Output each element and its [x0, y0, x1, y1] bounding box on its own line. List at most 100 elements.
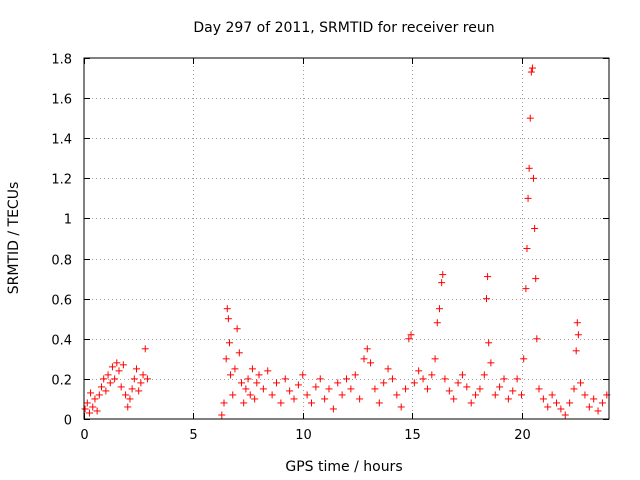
data-point — [351, 371, 359, 379]
data-point — [407, 331, 415, 339]
data-point — [598, 399, 606, 407]
data-point — [557, 405, 565, 413]
data-point — [367, 359, 375, 367]
data-point — [423, 385, 431, 393]
data-point — [235, 349, 243, 357]
data-point — [338, 391, 346, 399]
data-point — [419, 375, 427, 383]
data-point — [553, 399, 560, 407]
plot-frame — [83, 57, 610, 420]
data-point — [220, 399, 228, 407]
data-point — [253, 379, 261, 387]
data-point — [467, 399, 475, 407]
data-point — [316, 375, 324, 383]
data-point — [268, 391, 276, 399]
data-point — [472, 391, 480, 399]
data-point — [539, 395, 547, 403]
data-point — [223, 305, 231, 313]
data-point — [356, 395, 364, 403]
data-point — [115, 367, 123, 375]
data-point — [566, 399, 574, 407]
data-point — [343, 375, 350, 383]
data-point — [290, 395, 298, 403]
data-point — [126, 395, 134, 403]
data-point — [380, 379, 388, 387]
data-point — [496, 383, 504, 391]
data-point — [520, 355, 528, 363]
data-point — [439, 271, 447, 279]
x-tick-label: 15 — [404, 428, 421, 443]
data-point — [264, 367, 272, 375]
data-point — [229, 391, 237, 399]
y-tick-label: 0.8 — [51, 254, 72, 269]
data-point — [104, 371, 112, 379]
data-point — [393, 391, 401, 399]
data-point — [458, 371, 466, 379]
data-point — [524, 194, 532, 202]
data-point — [218, 411, 226, 419]
data-point — [371, 385, 379, 393]
data-point — [487, 359, 495, 367]
x-tick-label: 10 — [295, 428, 312, 443]
data-point — [527, 68, 535, 76]
data-point — [286, 387, 294, 395]
y-tick-label: 0.4 — [51, 334, 72, 349]
data-point — [85, 409, 93, 417]
data-point — [528, 64, 536, 72]
data-point — [561, 411, 569, 419]
data-point — [224, 315, 232, 323]
data-point — [225, 339, 233, 347]
y-tick-label: 1 — [64, 213, 72, 228]
data-point — [122, 391, 130, 399]
data-point — [108, 363, 116, 371]
data-point — [106, 379, 114, 387]
y-tick-label: 1.2 — [51, 173, 72, 188]
data-point — [594, 407, 602, 415]
data-point — [113, 359, 121, 367]
data-point — [139, 371, 147, 379]
data-point — [491, 391, 499, 399]
data-point — [227, 371, 235, 379]
data-point — [523, 245, 531, 253]
data-point — [143, 375, 151, 383]
data-point — [222, 355, 230, 363]
data-point — [233, 325, 241, 333]
data-point — [513, 375, 521, 383]
data-point — [530, 174, 538, 182]
data-point — [484, 273, 492, 281]
data-point — [445, 387, 453, 395]
data-point — [124, 403, 132, 411]
data-point — [574, 331, 582, 339]
data-point — [240, 399, 248, 407]
data-point — [454, 379, 462, 387]
data-point — [93, 407, 101, 415]
data-point — [581, 391, 589, 399]
data-point — [244, 375, 252, 383]
data-point — [360, 355, 368, 363]
data-point — [238, 379, 245, 387]
data-point — [402, 385, 410, 393]
data-point — [242, 385, 250, 393]
grid-lines — [84, 58, 609, 419]
data-point — [329, 405, 337, 413]
data-point — [117, 383, 125, 391]
data-point — [363, 345, 371, 353]
y-axis-label: SRMTID / TECUs — [6, 182, 22, 295]
y-tick-label: 1.6 — [51, 93, 72, 108]
data-point — [450, 395, 458, 403]
data-point — [518, 391, 525, 399]
data-points — [81, 64, 611, 419]
data-point — [303, 391, 311, 399]
data-point — [231, 365, 239, 373]
y-tick-label: 0 — [64, 414, 72, 429]
data-point — [248, 365, 256, 373]
data-point — [500, 375, 508, 383]
data-point — [89, 403, 97, 411]
data-point — [397, 403, 405, 411]
x-axis-label: GPS time / hours — [285, 459, 402, 475]
data-point — [91, 395, 99, 403]
axis-ticks: 0 5 10 15 20 0 0.2 0.4 0.6 0.8 1 1.2 1.4 1.6 1.8 — [51, 53, 609, 443]
data-point — [325, 385, 333, 393]
data-point — [526, 114, 534, 122]
data-point — [573, 319, 581, 327]
